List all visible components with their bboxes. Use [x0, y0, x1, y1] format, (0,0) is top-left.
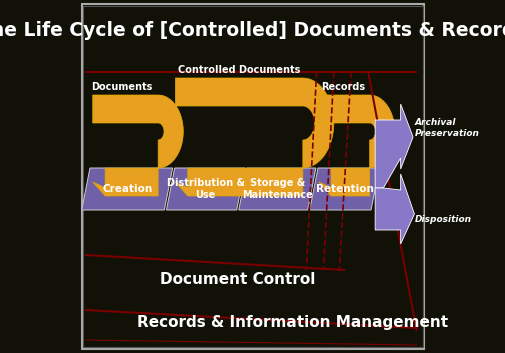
Polygon shape [239, 168, 316, 210]
Text: Distribution &
Use: Distribution & Use [167, 178, 245, 200]
Text: Records: Records [321, 82, 365, 92]
Text: Records & Information Management: Records & Information Management [137, 315, 448, 329]
Text: Storage &
Maintenance: Storage & Maintenance [242, 178, 313, 200]
Text: Document Control: Document Control [160, 273, 315, 287]
Polygon shape [167, 168, 245, 210]
Text: Documents: Documents [91, 82, 153, 92]
Text: The Life Cycle of [Controlled] Documents & Records: The Life Cycle of [Controlled] Documents… [0, 20, 505, 40]
Text: Controlled Documents: Controlled Documents [178, 65, 300, 75]
Text: Disposition: Disposition [415, 215, 472, 223]
Polygon shape [310, 168, 379, 210]
Polygon shape [319, 95, 395, 196]
Polygon shape [375, 174, 415, 244]
Text: Retention: Retention [316, 184, 373, 194]
Text: Archival
Preservation: Archival Preservation [415, 118, 479, 138]
Polygon shape [93, 95, 183, 196]
Polygon shape [175, 78, 334, 196]
Polygon shape [82, 168, 173, 210]
Text: Creation: Creation [102, 184, 153, 194]
Polygon shape [375, 104, 413, 188]
